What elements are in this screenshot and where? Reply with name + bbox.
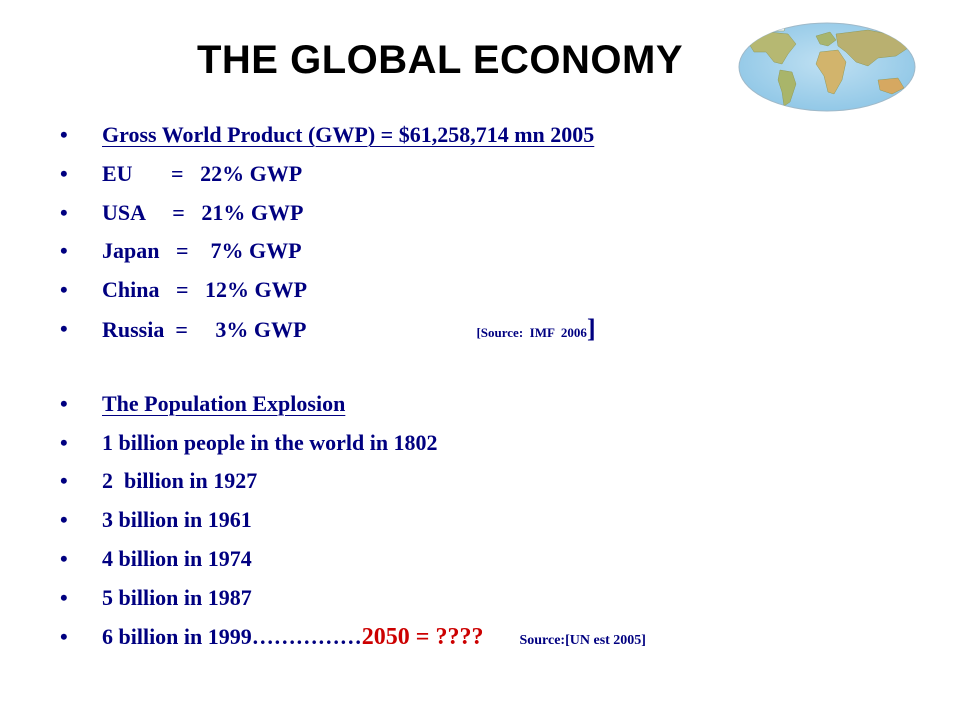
population-1927: 2 billion in 1927 <box>102 468 258 494</box>
bullet-dot: • <box>60 468 68 494</box>
population-1802: 1 billion people in the world in 1802 <box>102 429 438 455</box>
bullet-dot: • <box>60 545 68 571</box>
list-item: • 1 billion people in the world in 1802 <box>60 424 646 463</box>
bullet-dot: • <box>60 277 68 303</box>
bullet-dot: • <box>60 315 68 341</box>
bullet-dot: • <box>60 390 68 416</box>
bullet-dot: • <box>60 623 68 649</box>
population-2050-highlight: 2050 = ???? <box>361 623 484 650</box>
usa-share: USA = 21% GWP <box>102 199 304 225</box>
list-item: • The Population Explosion <box>60 385 646 424</box>
un-source: Source:[UN est 2005] <box>519 632 646 648</box>
list-item: • USA = 21% GWP <box>60 194 646 233</box>
list-item: • 5 billion in 1987 <box>60 579 646 618</box>
bullet-dot: • <box>60 199 68 225</box>
japan-share: Japan = 7% GWP <box>102 238 302 264</box>
list-item: • Japan = 7% GWP <box>60 232 646 271</box>
list-item: • EU = 22% GWP <box>60 155 646 194</box>
list-item: • 2 billion in 1927 <box>60 462 646 501</box>
eu-share: EU = 22% GWP <box>102 160 303 186</box>
list-item: • 4 billion in 1974 <box>60 540 646 579</box>
imf-source-bracket: ] <box>586 313 596 343</box>
world-map-oval-icon <box>738 22 916 112</box>
list-item: • China = 12% GWP <box>60 271 646 310</box>
population-heading: The Population Explosion <box>102 390 346 416</box>
list-item: • Gross World Product (GWP) = $61,258,714… <box>60 116 646 155</box>
bullet-dot: • <box>60 584 68 610</box>
population-1999: 6 billion in 1999…………… <box>102 623 362 649</box>
imf-source: [Source: IMF 2006 <box>476 324 587 340</box>
gwp-heading: Gross World Product (GWP) = $61,258,714 … <box>102 122 595 147</box>
population-1974: 4 billion in 1974 <box>102 545 252 571</box>
list-item: • Russia = 3% GWP [Source: IMF 2006] <box>60 310 646 349</box>
list-item: • 3 billion in 1961 <box>60 501 646 540</box>
list-item: • 6 billion in 1999……………2050 = ???? Source… <box>60 618 646 657</box>
population-1961: 3 billion in 1961 <box>102 507 252 533</box>
page-title: THE GLOBAL ECONOMY <box>196 38 684 82</box>
russia-share: Russia = 3% GWP <box>102 316 307 342</box>
bullet-dot: • <box>60 160 68 186</box>
bullet-dot: • <box>60 122 68 147</box>
population-1987: 5 billion in 1987 <box>102 584 252 610</box>
china-share: China = 12% GWP <box>102 277 308 303</box>
bullet-dot: • <box>60 507 68 533</box>
bullet-list: • Gross World Product (GWP) = $61,258,714… <box>60 116 646 656</box>
bullet-dot: • <box>60 238 68 264</box>
bullet-dot: • <box>60 429 68 455</box>
